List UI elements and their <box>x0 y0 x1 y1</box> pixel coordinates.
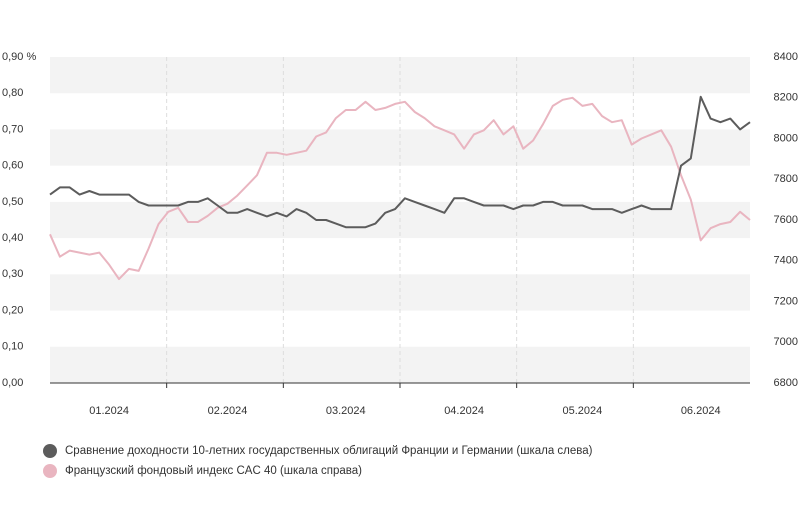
x-tick-label: 02.2024 <box>208 405 248 417</box>
x-tick-label: 04.2024 <box>444 405 484 417</box>
y-tick-label: 0,20 <box>2 304 23 316</box>
legend: Сравнение доходности 10-летних государст… <box>43 444 593 478</box>
y2-tick-label: 7600 <box>774 214 798 226</box>
y-tick-label: 0,50 <box>2 196 23 208</box>
x-tick-label: 05.2024 <box>563 405 603 417</box>
y-tick-label: 0,00 <box>2 377 23 389</box>
y-tick-label: 0,40 <box>2 232 23 244</box>
y2-tick-label: 7200 <box>774 295 798 307</box>
y2-tick-label: 8400 <box>774 51 798 63</box>
x-tick-label: 01.2024 <box>89 405 129 417</box>
legend-label: Сравнение доходности 10-летних государст… <box>65 445 593 457</box>
y2-tick-label: 7800 <box>774 173 798 185</box>
legend-swatch <box>43 444 57 458</box>
legend-swatch <box>43 464 57 478</box>
y-tick-label: 0,80 <box>2 87 23 99</box>
y-tick-label: 0,60 <box>2 160 23 172</box>
y-tick-label: 0,90 % <box>2 51 36 63</box>
y2-tick-label: 6800 <box>774 377 798 389</box>
y-tick-label: 0,10 <box>2 341 23 353</box>
y2-tick-label: 8200 <box>774 92 798 104</box>
series-line <box>49 96 751 281</box>
y-tick-label: 0,30 <box>2 268 23 280</box>
x-tick-label: 03.2024 <box>326 405 366 417</box>
series-line <box>49 95 751 229</box>
y2-tick-label: 7400 <box>774 255 798 267</box>
y2-tick-label: 8000 <box>774 132 798 144</box>
x-tick-label: 06.2024 <box>681 405 721 417</box>
y2-tick-label: 7000 <box>774 336 798 348</box>
legend-label: Французский фондовый индекс CAC 40 (шкал… <box>65 465 362 477</box>
y-tick-label: 0,70 <box>2 123 23 135</box>
